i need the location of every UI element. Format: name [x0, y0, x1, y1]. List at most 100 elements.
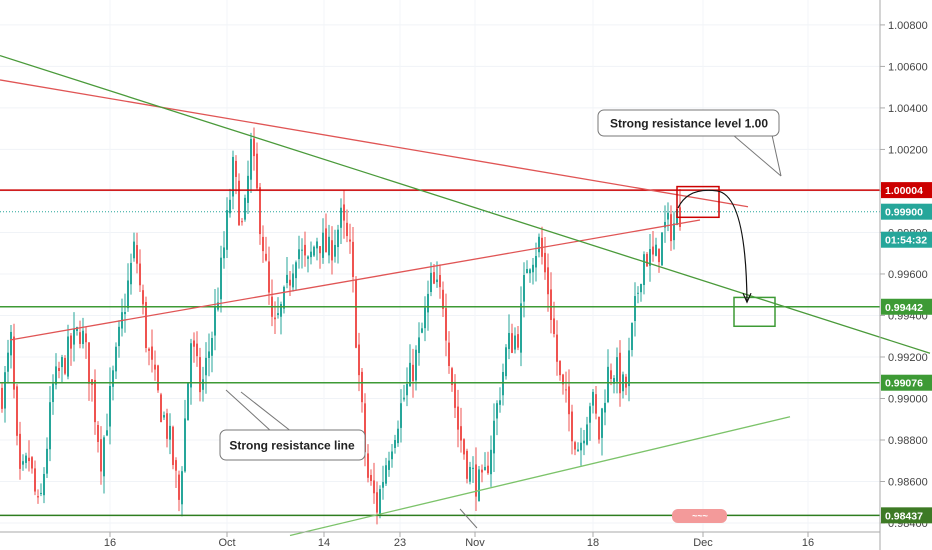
candle-body: [145, 302, 147, 348]
candle-body: [640, 283, 642, 293]
candle-body: [37, 496, 39, 498]
candle-body: [412, 364, 414, 381]
candle-body: [331, 240, 333, 261]
price-tag-label: 0.99442: [885, 302, 923, 314]
candle-body: [274, 317, 276, 320]
candle-body: [262, 236, 264, 252]
candle-body: [172, 426, 174, 466]
candle-body: [55, 366, 57, 385]
candle-body: [85, 333, 87, 343]
candle-body: [49, 402, 51, 450]
candle-body: [529, 269, 531, 274]
candle-body: [652, 246, 654, 255]
candle-body: [607, 366, 609, 403]
candle-body: [571, 411, 573, 442]
annotation-resistance-level-text: Strong resistance level 1.00: [610, 117, 768, 131]
candle-body: [574, 442, 576, 450]
candle-body: [154, 364, 156, 370]
candle-body: [106, 430, 108, 436]
candle-body: [610, 370, 612, 379]
candle-body: [592, 391, 594, 406]
candle-body: [436, 279, 438, 283]
candle-body: [298, 249, 300, 260]
candle-body: [451, 368, 453, 385]
annotation-resistance-line-text: Strong resistance line: [229, 439, 355, 453]
candle-body: [313, 246, 315, 256]
candle-body: [151, 346, 153, 360]
candle-body: [310, 251, 312, 258]
candle-body: [379, 489, 381, 517]
candle-body: [565, 389, 567, 391]
candle-body: [595, 394, 597, 414]
candle-body: [511, 333, 513, 353]
candle-body: [70, 335, 72, 349]
candle-body: [160, 394, 162, 423]
candle-body: [544, 252, 546, 273]
candle-body: [334, 244, 336, 257]
price-tick-label: 1.00600: [888, 61, 928, 73]
candle-body: [430, 272, 432, 293]
candle-body: [427, 293, 429, 313]
candle-body: [133, 241, 135, 259]
candle-body: [304, 244, 306, 256]
candle-body: [10, 331, 12, 356]
candle-body: [556, 334, 558, 362]
price-tick-label: 0.99000: [888, 393, 928, 405]
candle-body: [415, 349, 417, 381]
candle-body: [661, 232, 663, 266]
candle-body: [82, 330, 84, 345]
candle-body: [400, 403, 402, 428]
candle-body: [388, 460, 390, 470]
candle-body: [256, 153, 258, 189]
candle-body: [553, 318, 555, 334]
candle-body: [226, 210, 228, 250]
trendline: [289, 416, 791, 537]
candle-body: [289, 279, 291, 286]
candle-body: [109, 385, 111, 427]
candle-body: [97, 425, 99, 442]
candle-body: [307, 256, 309, 259]
price-tag: [881, 231, 932, 248]
candle-body: [631, 322, 633, 351]
horizontal-levels: [0, 189, 880, 517]
candle-body: [589, 406, 591, 423]
candle-body: [214, 306, 216, 336]
candle-body: [370, 474, 372, 481]
candle-body: [655, 244, 657, 256]
candle-body: [466, 450, 468, 479]
price-tags: 1.00004 0.99900 01:54:32 0.99442 0.99076 0.98…: [881, 182, 932, 524]
time-tick-label: 14: [318, 537, 330, 549]
candle-body: [19, 433, 21, 469]
candle-body: [532, 264, 534, 273]
chart-watermark-logo: ~~~: [672, 509, 727, 523]
candle-body: [613, 378, 615, 384]
candle-body: [364, 403, 366, 453]
candle-body: [286, 274, 288, 284]
candle-body: [301, 249, 303, 251]
candle-body: [52, 383, 54, 403]
candle-body: [637, 292, 639, 294]
candle-body: [523, 275, 525, 302]
candle-body: [424, 307, 426, 329]
candle-body: [367, 453, 369, 478]
candle-body: [349, 239, 351, 242]
candle-body: [61, 356, 63, 368]
price-tag: [881, 182, 932, 199]
candle-body: [148, 348, 150, 351]
trendlines: [0, 55, 931, 537]
candle-body: [445, 308, 447, 341]
price-tick-label: 0.99600: [888, 269, 928, 281]
candle-body: [487, 465, 489, 474]
candle-body: [103, 437, 105, 477]
candle-body: [649, 249, 651, 266]
candle-body: [403, 397, 405, 400]
candle-body: [514, 335, 516, 350]
candle-body: [118, 326, 120, 347]
candle-body: [664, 221, 666, 228]
candle-body: [22, 461, 24, 465]
candle-body: [373, 480, 375, 494]
price-tick-label: 0.99200: [888, 352, 928, 364]
candle-body: [58, 367, 60, 371]
candle-body: [361, 371, 363, 403]
